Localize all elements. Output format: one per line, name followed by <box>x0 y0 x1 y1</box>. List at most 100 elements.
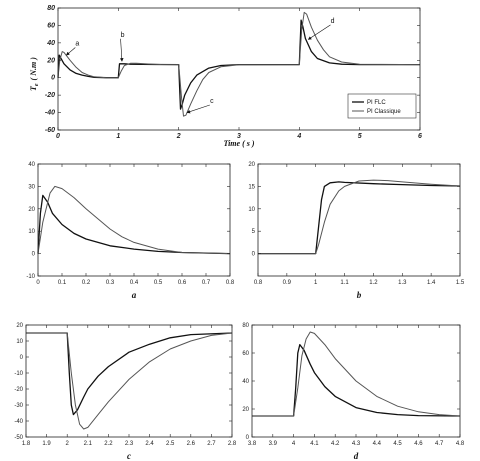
y-tick-label: 80 <box>242 323 249 329</box>
y-tick-label: 5 <box>252 229 256 235</box>
series-line-2 <box>252 331 461 417</box>
x-tick-label: 1.3 <box>398 280 407 286</box>
x-tick-label: 4 <box>296 133 301 140</box>
y-tick-label: 20 <box>248 162 255 168</box>
series-line-2 <box>258 179 461 255</box>
annotation-a: a <box>75 40 79 47</box>
y-tick-label: 10 <box>248 207 255 213</box>
y-tick-label: 15 <box>248 184 255 190</box>
x-tick-label: 1.8 <box>22 441 31 447</box>
x-tick-label: 0.2 <box>82 280 91 286</box>
subplot-caption: c <box>127 451 131 461</box>
legend-label-1: PI FLC <box>367 100 386 106</box>
annotation-arrow-b <box>119 38 124 62</box>
series-line-1 <box>37 194 231 255</box>
x-tick-label: 1 <box>314 280 318 286</box>
x-tick-label: 1 <box>116 133 120 140</box>
plot-frame <box>257 163 461 277</box>
x-tick-label: 0.8 <box>226 280 235 286</box>
y-tick-label: 0 <box>20 355 24 361</box>
main-torque-chart: 0 1 2 3 4 5 6 -60 -40 -20 0 20 40 60 80 Time ( s ) Te ( N… <box>29 5 422 148</box>
series-line-2 <box>26 332 233 430</box>
series-line-2 <box>37 185 231 255</box>
x-tick-label: 2.4 <box>145 441 154 447</box>
x-tick-label: 4.4 <box>373 441 382 447</box>
x-tick-label: 2.7 <box>207 441 216 447</box>
x-tick-label: 1.9 <box>42 441 51 447</box>
y-axis-subscript: e <box>34 83 40 86</box>
series-line-1 <box>252 343 461 417</box>
x-tick-label: 2 <box>66 441 70 447</box>
zoom-chart-c: 1.8 1.9 2 2.1 2.2 2.3 2.4 2.5 2.6 2.7 2.8 -50 -40 -30… <box>14 323 237 461</box>
legend-label-2: PI Classique <box>367 109 401 115</box>
y-tick-label: 40 <box>46 40 55 47</box>
y-tick-label: -20 <box>45 92 55 99</box>
x-tick-label: 0.4 <box>130 280 139 286</box>
annotation-arrow-a <box>65 47 76 56</box>
x-tick-label: 3.9 <box>269 441 278 447</box>
y-tick-label: 10 <box>28 229 35 235</box>
x-tick-label: 0.5 <box>154 280 163 286</box>
x-tick-label: 0.3 <box>106 280 115 286</box>
y-tick-label: 20 <box>28 207 35 213</box>
legend-box <box>347 93 417 119</box>
x-tick-label: 4 <box>292 441 296 447</box>
y-tick-label: 10 <box>16 339 23 345</box>
series-line-1 <box>26 332 233 416</box>
x-tick-label: 1.4 <box>427 280 436 286</box>
x-tick-label: 4.8 <box>456 441 465 447</box>
x-tick-label: 4.5 <box>393 441 402 447</box>
x-tick-label: 1.2 <box>369 280 378 286</box>
annotation-arrow-d <box>307 24 331 40</box>
y-tick-label: 60 <box>242 351 249 357</box>
y-tick-label: 20 <box>46 57 55 64</box>
x-tick-label: 1.1 <box>340 280 349 286</box>
y-tick-label: 0 <box>252 252 256 258</box>
y-tick-label: 0 <box>32 252 36 258</box>
annotation-arrow-c <box>186 104 210 114</box>
y-tick-label: 0 <box>246 435 250 441</box>
y-tick-label: 0 <box>51 75 55 82</box>
x-tick-label: 6 <box>418 133 422 140</box>
x-tick-label: 5 <box>358 133 362 140</box>
x-tick-label: 0 <box>56 133 60 140</box>
y-tick-label: -40 <box>14 419 23 425</box>
series-line-1 <box>258 181 461 255</box>
x-tick-label: 0.7 <box>202 280 211 286</box>
y-axis-symbol: T <box>29 85 38 91</box>
x-tick-label: 2.5 <box>166 441 175 447</box>
y-tick-label: -40 <box>45 110 55 117</box>
y-tick-label: -30 <box>14 403 23 409</box>
y-tick-label: 40 <box>28 162 35 168</box>
subplot-caption: b <box>357 290 362 300</box>
x-tick-label: 4.1 <box>310 441 319 447</box>
y-tick-label: -60 <box>45 127 55 134</box>
x-tick-label: 0.6 <box>178 280 187 286</box>
y-tick-label: 40 <box>242 379 249 385</box>
x-tick-label: 2.2 <box>104 441 113 447</box>
x-tick-label: 4.6 <box>414 441 423 447</box>
x-tick-label: 2.1 <box>84 441 93 447</box>
subplot-caption: d <box>354 451 359 461</box>
y-tick-label: -10 <box>14 371 23 377</box>
plot-frame <box>37 163 231 277</box>
x-tick-label: 0.8 <box>254 280 263 286</box>
x-tick-label: 1.5 <box>456 280 465 286</box>
plot-frame <box>25 324 233 438</box>
annotation-d: d <box>331 18 335 25</box>
annotation-b: b <box>121 32 125 39</box>
x-tick-label: 4.3 <box>352 441 361 447</box>
y-axis-unit: ( N.m ) <box>29 57 38 81</box>
x-tick-label: 3 <box>237 133 241 140</box>
x-axis-label: Time ( s ) <box>223 139 254 148</box>
y-tick-label: 20 <box>16 323 23 329</box>
series-line-1 <box>57 19 420 110</box>
x-tick-label: 0.9 <box>283 280 292 286</box>
x-tick-label: 2.8 <box>228 441 237 447</box>
y-tick-label: 20 <box>242 407 249 413</box>
zoom-chart-b: 0.8 0.9 1 1.1 1.2 1.3 1.4 1.5 0 5 10 15 20 b <box>248 162 465 300</box>
x-tick-label: 4.7 <box>435 441 444 447</box>
series-line-2 <box>57 11 421 117</box>
